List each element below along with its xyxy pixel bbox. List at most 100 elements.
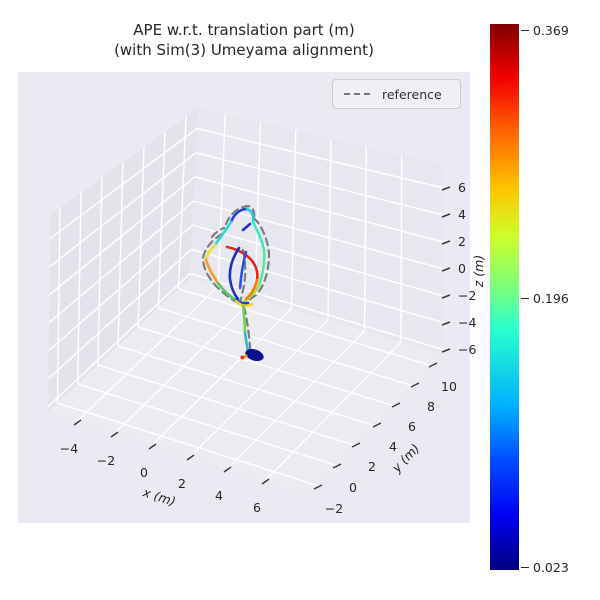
x-tick-label: −4 [60, 441, 78, 456]
trajectory-endpoint-blob [245, 349, 264, 361]
colorbar-tick-max: 0.369 [521, 23, 569, 38]
x-tick-mark [73, 419, 82, 426]
y-tick-label: −2 [325, 501, 343, 516]
colorbar-tick-label-max: 0.369 [533, 23, 569, 38]
reference-trajectory [238, 216, 271, 306]
colorbar-tick-min: 0.023 [521, 560, 569, 575]
y-tick-label: 6 [408, 419, 416, 434]
x-tick-label: 6 [253, 500, 261, 515]
grid-line-z [196, 127, 444, 189]
ape-trajectory-segment [245, 207, 255, 224]
z-tick-label: 6 [458, 180, 466, 195]
x-tick-mark [261, 478, 270, 485]
grid-line-z [47, 272, 191, 408]
plot-title-line2: (with Sim(3) Umeyama alignment) [114, 41, 374, 59]
ape-trajectory-segment [241, 283, 261, 304]
y-tick-mark [428, 362, 438, 368]
x-tick-mark [186, 454, 195, 461]
grid-line-z [49, 152, 197, 268]
ape-trajectory-segment [225, 245, 259, 282]
colorbar-tick-label-min: 0.023 [533, 560, 569, 575]
z-tick-mark [441, 186, 451, 191]
z-axis-label: z (m) [471, 255, 486, 288]
z-tick-label: −4 [458, 315, 476, 330]
x-tick-mark [223, 466, 232, 473]
ape-trajectory-segment [244, 278, 259, 301]
ape-trajectory-segment [238, 250, 248, 290]
y-tick-label: 8 [427, 399, 435, 414]
ape-trajectory-segment [243, 331, 250, 353]
z-tick-mark [441, 294, 451, 299]
reference-trajectory [242, 305, 253, 354]
plot-title-line1: APE w.r.t. translation part (m) [133, 21, 355, 39]
grid-line-x [114, 297, 256, 434]
ape-trajectory-segment [229, 207, 249, 224]
reference-trajectory [224, 204, 256, 226]
colorbar-tick-mark [521, 298, 529, 299]
plot-title: APE w.r.t. translation part (m) (with Si… [0, 20, 488, 60]
z-tick-mark [441, 348, 451, 353]
grid-line-z [195, 152, 444, 216]
grid-line-x [151, 308, 292, 446]
y-tick-mark [332, 463, 342, 469]
z-tick-label: −6 [458, 342, 476, 357]
x-tick-label: 0 [140, 465, 148, 480]
z-tick-label: 4 [458, 207, 466, 222]
grid-line-x [76, 286, 219, 422]
z-tick-label: 2 [458, 234, 466, 249]
grid-line-x [400, 155, 403, 342]
trajectory-dot [240, 355, 245, 360]
reference-line-sample [344, 93, 372, 95]
ape-trajectory-segment [204, 258, 220, 285]
z-tick-mark [441, 321, 451, 326]
pane-floor [48, 278, 444, 495]
grid-line-x [264, 341, 402, 482]
ape-trajectory-segment [241, 304, 247, 335]
y-tick-mark [391, 402, 401, 408]
grid-line-z [48, 200, 195, 324]
z-tick-mark [441, 240, 451, 245]
y-tick-label: 0 [349, 480, 357, 495]
x-tick-mark [148, 443, 157, 450]
z-tick-label: 0 [458, 261, 466, 276]
y-tick-label: 4 [389, 439, 397, 454]
grid-line-z [48, 224, 193, 352]
y-tick-mark [313, 484, 323, 490]
colorbar-tick-label-mid: 0.196 [533, 291, 569, 306]
y-tick-label: 10 [441, 379, 457, 394]
grid-line-z [48, 176, 196, 296]
reference-trajectory [210, 226, 226, 239]
x-tick-mark [110, 431, 119, 438]
y-tick-label: 2 [368, 459, 376, 474]
legend-label-reference: reference [382, 86, 442, 102]
grid-line-z [192, 224, 444, 297]
ape-trajectory-segment [228, 246, 241, 301]
ape-trajectory-segment [216, 281, 238, 302]
ape-trajectory-segment [213, 220, 233, 247]
grid-line-z [194, 176, 444, 243]
colorbar[interactable] [490, 24, 519, 570]
ape-trajectory-segment [241, 222, 252, 232]
y-tick-mark [351, 442, 361, 448]
y-tick-mark [372, 422, 382, 428]
x-tick-label: −2 [97, 453, 115, 468]
x-tick-label: 4 [215, 488, 223, 503]
ape-trajectory-segment [251, 220, 266, 252]
z-tick-mark [441, 267, 451, 272]
y-tick-mark [410, 382, 420, 388]
z-tick-label: −2 [458, 288, 476, 303]
grid-line-x [189, 319, 329, 458]
colorbar-tick-mark [521, 30, 529, 31]
grid-line-x [226, 330, 365, 470]
ape-trajectory-segment [257, 248, 266, 287]
grid-line-z [49, 128, 198, 240]
x-tick-label: 2 [178, 476, 186, 491]
grid-line-z [47, 248, 192, 380]
colorbar-tick-mark [521, 567, 529, 568]
legend[interactable]: reference [332, 79, 461, 109]
z-tick-mark [441, 213, 451, 218]
colorbar-tick-mid: 0.196 [521, 291, 569, 306]
trajectory-dot [244, 354, 248, 358]
